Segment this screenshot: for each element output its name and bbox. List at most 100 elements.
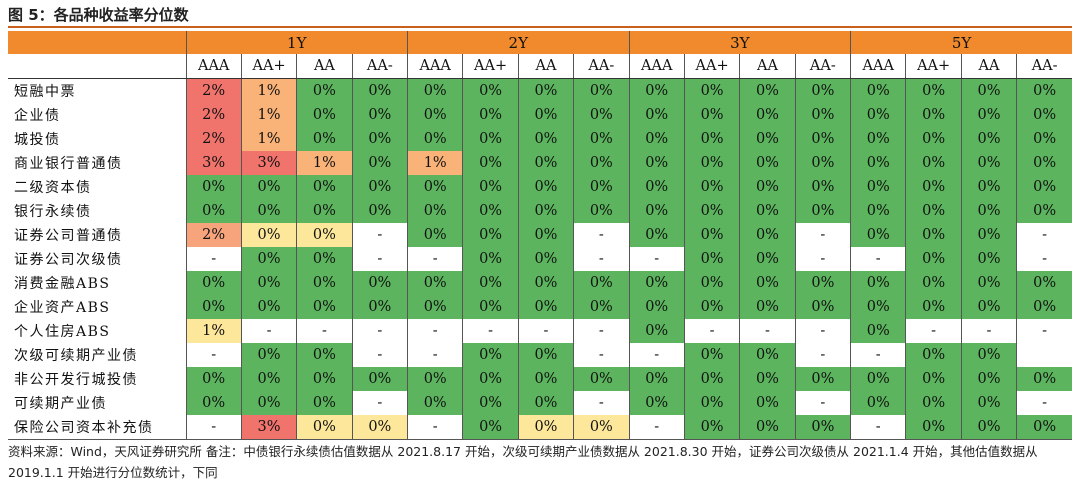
percentile-cell: 0% xyxy=(905,247,962,271)
percentile-cell: 0% xyxy=(905,415,962,440)
percentile-cell: 0% xyxy=(683,415,740,440)
row-label: 短融中票 xyxy=(14,84,76,100)
row-label: 城投债 xyxy=(14,132,61,148)
percentile-cell: - xyxy=(573,343,630,367)
percentile-cell: 0% xyxy=(573,127,630,151)
percentile-cell: 0% xyxy=(351,367,408,391)
percentile-cell: 0% xyxy=(240,367,297,391)
percentile-cell: 0% xyxy=(905,78,962,103)
percentile-cell: 0% xyxy=(905,199,962,223)
percentile-cell: - xyxy=(351,247,408,271)
percentile-cell: 0% xyxy=(905,391,962,415)
row-label: 可续期产业债 xyxy=(14,396,107,412)
percentile-cell: 0% xyxy=(960,415,1017,440)
percentile-cell: 0% xyxy=(1016,199,1073,223)
percentile-cell: - xyxy=(517,319,574,343)
rating-header: AA- xyxy=(1016,54,1073,79)
percentile-cell: 0% xyxy=(628,151,685,175)
percentile-cell: 0% xyxy=(905,103,962,127)
table-row: 保险公司资本补充债 -3% 0% 0% -0% 0% 0% -0% 0% 0% -0% 0% 0% xyxy=(8,415,1073,440)
percentile-cell: 0% xyxy=(1016,78,1073,103)
percentile-cell: - xyxy=(240,319,297,343)
period-header-5y: 5Y xyxy=(850,31,1073,54)
percentile-cell: 0% xyxy=(739,367,796,391)
percentile-cell: 0% xyxy=(628,271,685,295)
percentile-cell: 0% xyxy=(739,223,796,247)
percentile-cell: 0% xyxy=(628,78,685,103)
percentile-cell: - xyxy=(296,319,353,343)
percentile-cell: 0% xyxy=(240,199,297,223)
percentile-cell: 0% xyxy=(628,199,685,223)
rating-header: AAA xyxy=(628,54,685,79)
percentile-cell: 0% xyxy=(1016,175,1073,199)
table-row: 个人住房ABS 1% - - - - - - -0% - - -0% - - - xyxy=(8,319,1073,343)
percentile-cell: 0% xyxy=(850,175,906,199)
percentile-cell: 0% xyxy=(296,199,353,223)
rating-header: AA xyxy=(517,54,574,79)
percentile-cell: 1% xyxy=(240,78,297,103)
percentile-cell: 0% xyxy=(960,247,1017,271)
percentile-cell: 0% xyxy=(850,78,906,103)
percentile-cell: 0% xyxy=(960,103,1017,127)
row-label: 银行永续债 xyxy=(14,204,92,220)
percentile-cell: 0% xyxy=(739,343,796,367)
percentile-cell: 0% xyxy=(960,151,1017,175)
period-header-3y: 3Y xyxy=(628,31,851,54)
percentile-cell: 0% xyxy=(351,103,408,127)
percentile-cell: 0% xyxy=(905,271,962,295)
percentile-cell: 0% xyxy=(462,78,519,103)
percentile-cell: - xyxy=(407,343,463,367)
percentile-cell: 2% xyxy=(185,78,242,103)
percentile-cell: 2% xyxy=(185,103,242,127)
percentile-cell: 0% xyxy=(462,367,519,391)
row-label: 证券公司普通债 xyxy=(14,228,123,244)
percentile-cell: 0% xyxy=(628,175,685,199)
row-label: 消费金融ABS xyxy=(14,276,111,292)
rating-header: AAA xyxy=(185,54,242,79)
percentile-cell: 0% xyxy=(1016,127,1073,151)
row-label: 个人住房ABS xyxy=(14,324,111,340)
percentile-cell: - xyxy=(407,247,463,271)
percentile-cell: - xyxy=(628,247,685,271)
percentile-cell: 0% xyxy=(240,175,297,199)
percentile-cell: 0% xyxy=(351,271,408,295)
percentile-cell: 0% xyxy=(739,295,796,319)
percentile-cell: 0% xyxy=(517,343,574,367)
percentile-cell: 0% xyxy=(517,78,574,103)
table-row: 银行永续债 0% 0% 0% 0% 0% 0% 0% 0% 0% 0% 0% 0% 0% 0% 0% 0% xyxy=(8,199,1073,223)
percentile-cell: 0% xyxy=(683,199,740,223)
percentile-cell: 0% xyxy=(296,271,353,295)
percentile-cell: 0% xyxy=(628,127,685,151)
percentile-cell: 0% xyxy=(517,391,574,415)
percentile-cell xyxy=(1016,343,1073,367)
table-row: 可续期产业债 0% 0% 0% -0% 0% 0% -0% 0% 0% -0% 0% 0% - xyxy=(8,391,1073,415)
percentile-cell: 0% xyxy=(739,103,796,127)
table-row: 证券公司普通债 2% 0% 0% -0% 0% 0% -0% 0% 0% -0% 0% 0% - xyxy=(8,223,1073,247)
percentile-cell: 0% xyxy=(905,127,962,151)
percentile-cell: 0% xyxy=(683,295,740,319)
percentile-cell: 0% xyxy=(462,127,519,151)
percentile-cell: 0% xyxy=(462,223,519,247)
percentile-cell: 0% xyxy=(296,223,353,247)
percentile-cell: 0% xyxy=(960,199,1017,223)
percentile-cell: 0% xyxy=(296,415,353,440)
percentile-cell: - xyxy=(794,319,851,343)
percentile-cell: 0% xyxy=(794,127,851,151)
percentile-table: 1Y 2Y 3Y 5Y AAA AA+ AA AA- AAA AA+ AA AA- AAA AA+ AA AA… xyxy=(8,31,1073,440)
percentile-cell: 0% xyxy=(1016,367,1073,391)
percentile-cell: 0% xyxy=(794,415,851,440)
percentile-cell: 0% xyxy=(407,271,463,295)
percentile-cell: 0% xyxy=(351,78,408,103)
percentile-cell: 0% xyxy=(1016,151,1073,175)
table-row: 短融中票 2% 1% 0% 0% 0% 0% 0% 0% 0% 0% 0% 0% 0% 0% 0% 0% xyxy=(8,78,1073,103)
percentile-cell: 0% xyxy=(407,223,463,247)
row-label: 企业资产ABS xyxy=(14,300,111,316)
percentile-cell: - xyxy=(573,223,630,247)
percentile-cell: 0% xyxy=(407,199,463,223)
rating-header: AA+ xyxy=(240,54,297,79)
percentile-cell: 0% xyxy=(960,78,1017,103)
percentile-cell: - xyxy=(628,415,685,440)
percentile-cell: 0% xyxy=(739,199,796,223)
percentile-cell: 0% xyxy=(573,151,630,175)
table-row: 商业银行普通债 3% 3% 1% 0% 1% 0% 0% 0% 0% 0% 0% 0% 0% 0% 0% 0% xyxy=(8,151,1073,175)
